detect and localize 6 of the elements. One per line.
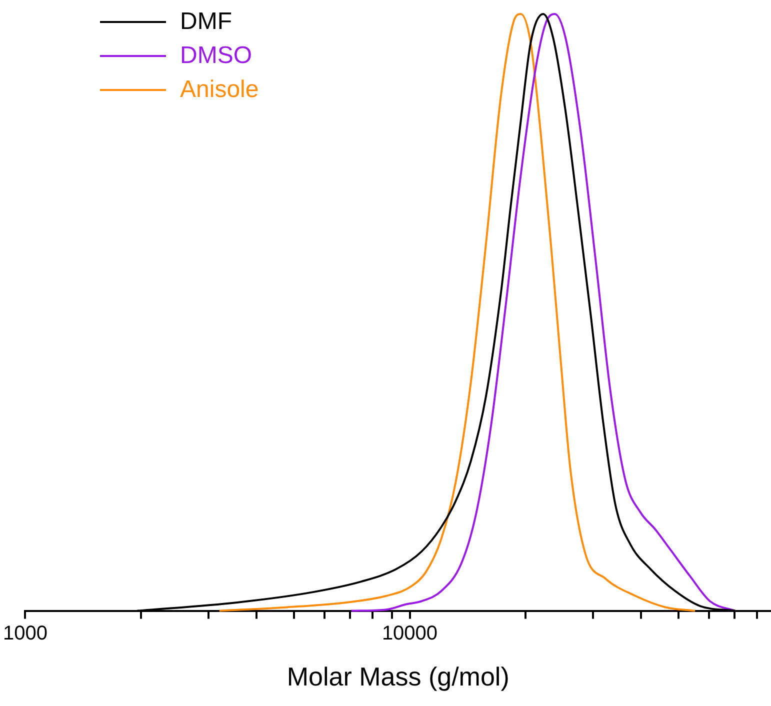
- legend-label: Anisole: [180, 76, 259, 104]
- x-tick-label: 10000: [382, 622, 438, 644]
- x-axis-title: Molar Mass (g/mol): [286, 662, 510, 692]
- legend-label: DMF: [180, 8, 232, 36]
- x-tick-label: 1000: [2, 622, 48, 644]
- legend-label: DMSO: [180, 42, 252, 70]
